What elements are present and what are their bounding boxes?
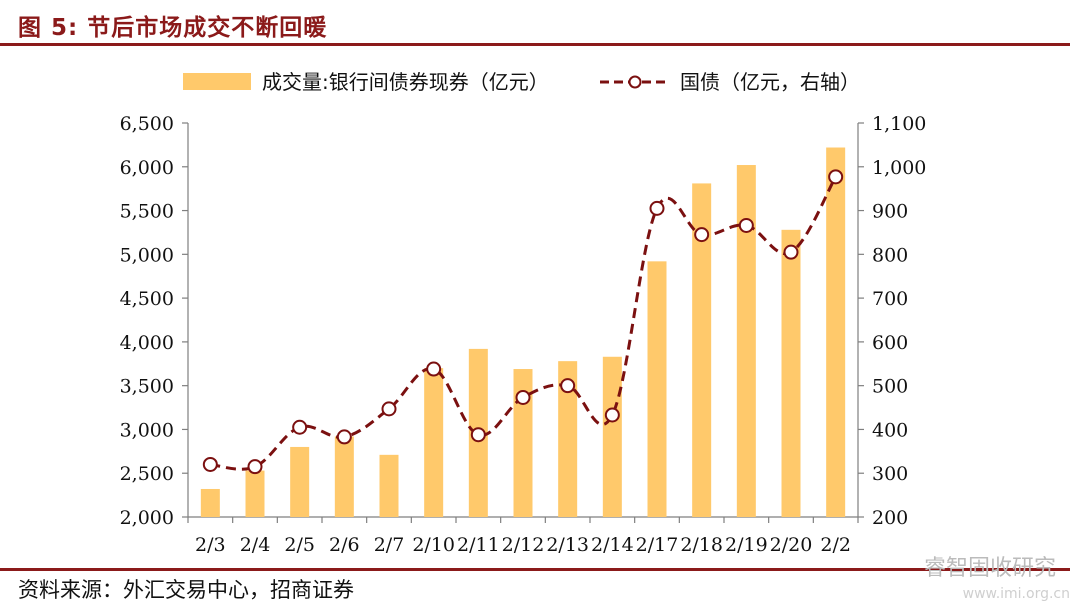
line-point-2/18 [694, 227, 710, 243]
x-tick-label: 2/5 [284, 534, 315, 556]
bar-2/20 [781, 229, 801, 517]
x-tick-label: 2/4 [240, 534, 271, 556]
y-right-tick-label: 600 [872, 332, 908, 354]
chart-title: 图 5: 节后市场成交不断回暖 [18, 15, 328, 41]
x-tick-label: 2/10 [412, 534, 455, 556]
x-tick-label: 2/12 [502, 534, 545, 556]
legend-line-label: 国债（亿元，右轴） [680, 70, 860, 94]
x-tick-label: 2/20 [770, 534, 813, 556]
bar-2/10 [424, 368, 444, 517]
watermark: 睿智固收研究 [923, 556, 1056, 581]
bar-2/13 [558, 361, 578, 517]
legend-line-marker [628, 75, 642, 89]
y-left-tick-label: 5,000 [120, 244, 174, 266]
line-point-2/12 [515, 389, 531, 405]
x-tick-label: 2/7 [374, 534, 405, 556]
footer-rule [0, 568, 1070, 571]
y-left-tick-label: 4,000 [120, 332, 174, 354]
y-right-tick-label: 400 [872, 419, 908, 441]
y-right-tick-label: 700 [872, 288, 908, 310]
legend-bar-label: 成交量:银行间债券现券（亿元） [262, 70, 549, 94]
y-right-tick-label: 1,100 [872, 113, 926, 135]
line-point-2/3 [202, 456, 218, 472]
x-tick-label: 2/17 [636, 534, 679, 556]
title-rule [0, 43, 1070, 46]
bar-2/19 [736, 165, 756, 517]
bar-2/17 [647, 261, 667, 517]
bar-2/21 [826, 147, 846, 517]
line-point-2/17 [649, 200, 665, 216]
bar-series [200, 147, 846, 517]
legend-bar-swatch [183, 73, 251, 90]
y-left-tick-label: 4,500 [120, 288, 174, 310]
legend: 成交量:银行间债券现券（亿元） 国债（亿元，右轴） [183, 70, 860, 94]
axes: 2,000 2,500 3,000 3,500 4,000 4,500 5,000 5,500… [120, 113, 927, 556]
y-left-tick-label: 2,500 [120, 463, 174, 485]
line-point-2/4 [247, 459, 263, 475]
y-left-tick-label: 2,000 [120, 507, 174, 529]
watermark-url: www.imi.org.cn [962, 586, 1070, 602]
line-point-2/6 [336, 429, 352, 445]
y-right-tick-label: 800 [872, 244, 908, 266]
line-series [202, 169, 844, 475]
bar-2/14 [602, 356, 622, 517]
bar-2/6 [334, 436, 354, 517]
y-left-tick-label: 6,000 [120, 157, 174, 179]
x-tick-label: 2/13 [546, 534, 589, 556]
x-tick-label: 2/19 [725, 534, 768, 556]
bar-2/12 [513, 369, 533, 517]
line-point-2/14 [604, 407, 620, 423]
bar-2/4 [245, 470, 265, 517]
line-point-2/10 [426, 361, 442, 377]
x-tick-label: 2/6 [329, 534, 360, 556]
bar-2/3 [200, 488, 220, 517]
x-tick-label: 2/3 [195, 534, 226, 556]
x-tick-label: 2/18 [680, 534, 723, 556]
line-path [210, 176, 837, 471]
line-point-2/13 [560, 378, 576, 394]
bar-2/7 [379, 454, 399, 517]
line-point-2/21 [828, 169, 844, 185]
y-right-tick-label: 500 [872, 376, 908, 398]
y-left-tick-label: 6,500 [120, 113, 174, 135]
bar-2/5 [290, 446, 310, 517]
y-left-tick-label: 3,000 [120, 419, 174, 441]
y-right-tick-label: 300 [872, 463, 908, 485]
line-point-2/5 [292, 419, 308, 435]
y-left-tick-label: 5,500 [120, 201, 174, 223]
bar-2/18 [692, 183, 712, 517]
x-tick-label: 2/11 [457, 534, 500, 556]
x-tick-label: 2/14 [591, 534, 634, 556]
line-point-2/11 [470, 427, 486, 443]
x-tick-label: 2/2 [820, 534, 851, 556]
line-point-2/19 [738, 217, 754, 233]
y-right-tick-label: 900 [872, 201, 908, 223]
y-right-tick-label: 1,000 [872, 157, 926, 179]
line-point-2/7 [381, 401, 397, 417]
y-left-tick-label: 3,500 [120, 376, 174, 398]
y-right-tick-label: 200 [872, 507, 908, 529]
source-note: 资料来源：外汇交易中心，招商证券 [18, 578, 354, 602]
line-point-2/20 [783, 244, 799, 260]
